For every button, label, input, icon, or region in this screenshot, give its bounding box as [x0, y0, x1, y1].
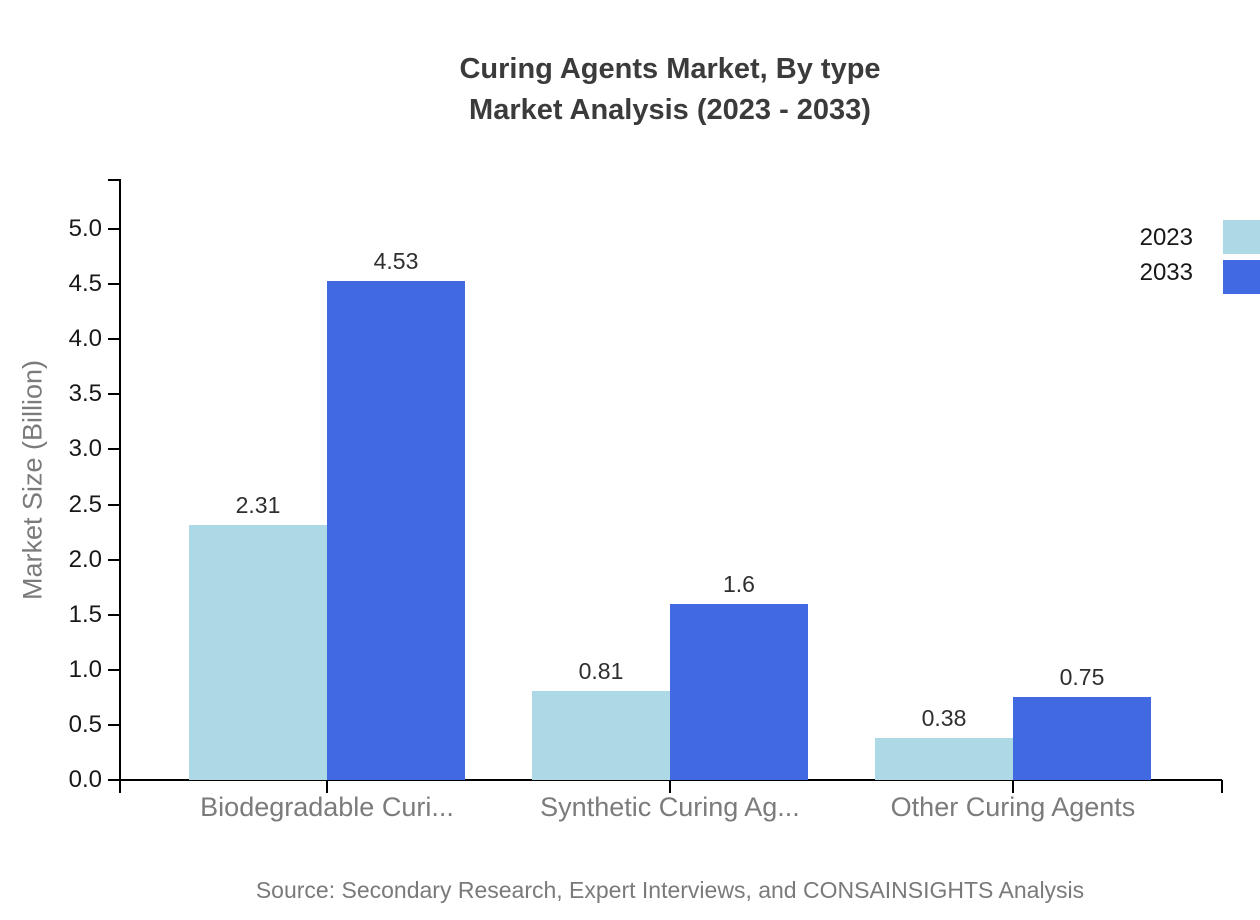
y-axis-tick-label: 1.5 [68, 600, 102, 628]
legend-swatch-2023 [1223, 220, 1260, 254]
y-axis-tick [108, 668, 120, 671]
y-axis-tick [108, 448, 120, 451]
legend: 2023 2033 [1040, 220, 1260, 300]
y-axis-tick [108, 338, 120, 341]
y-axis-tick [108, 779, 120, 781]
y-axis-tick-label: 4.5 [68, 270, 102, 298]
chart-title-line1: Curing Agents Market, By type [459, 53, 881, 85]
bar-value-label: 1.6 [723, 570, 755, 597]
x-axis-tick [1221, 780, 1223, 793]
x-axis-category-label: Biodegradable Curi... [200, 792, 454, 822]
y-axis-end-tick [108, 179, 121, 181]
legend-label-2033: 2033 [1139, 259, 1193, 286]
legend-swatch-2033 [1223, 260, 1260, 294]
x-axis-category-label: Synthetic Curing Ag... [540, 792, 800, 822]
y-axis-tick-label: 1.0 [68, 655, 102, 683]
y-axis-tick [108, 393, 120, 396]
y-axis-tick-label: 3.0 [68, 435, 102, 463]
chart-title-line2: Market Analysis (2023 - 2033) [469, 94, 871, 126]
y-axis-tick-label: 4.0 [68, 325, 102, 353]
bar-value-label: 0.38 [921, 705, 967, 732]
bar-value-label: 4.53 [373, 247, 419, 274]
x-axis-line [108, 779, 1222, 781]
bar-value-label: 0.81 [578, 657, 624, 684]
x-axis-category-label: Other Curing Agents [890, 792, 1136, 822]
y-axis-tick-label: 2.5 [68, 490, 102, 518]
bar-2023 [532, 690, 670, 780]
bar-value-label: 2.31 [235, 492, 281, 519]
y-axis-tick [108, 503, 120, 506]
bar-value-label: 0.75 [1059, 664, 1105, 691]
y-axis-line [119, 180, 121, 793]
y-axis-tick-label: 0.5 [68, 710, 102, 738]
source-note: Source: Secondary Research, Expert Inter… [255, 877, 1085, 903]
y-axis-tick [108, 228, 120, 230]
chart-title: Curing Agents Market, By type Market Ana… [120, 49, 1220, 131]
bar-2033 [670, 603, 808, 780]
y-axis-tick-label: 0.0 [68, 766, 102, 793]
bar-2033 [327, 280, 465, 780]
bar-2033 [1013, 697, 1151, 780]
legend-label-2023: 2023 [1139, 224, 1193, 251]
y-axis-tick-label: 3.5 [68, 380, 102, 408]
y-axis-tick [108, 723, 120, 726]
x-axis-tick [669, 780, 671, 793]
y-axis-tick [108, 558, 120, 561]
y-axis-tick-label: 2.0 [68, 545, 102, 573]
y-axis-tick [108, 283, 120, 286]
bar-2023 [875, 738, 1013, 780]
x-axis-tick [1012, 780, 1014, 793]
y-axis-tick [108, 613, 120, 616]
bar-2023 [189, 525, 327, 780]
y-axis-tick-label: 5.0 [68, 215, 102, 242]
x-axis-tick [326, 780, 328, 793]
